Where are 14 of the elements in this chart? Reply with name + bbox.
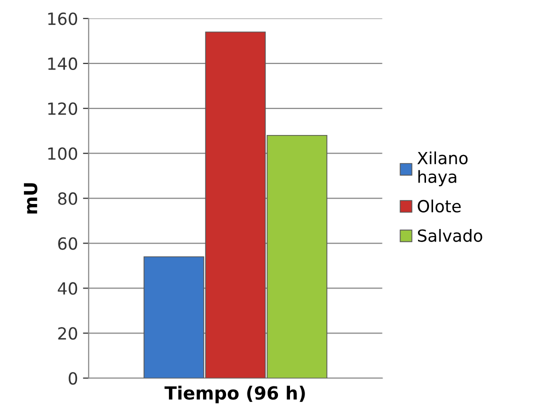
legend-label: Xilano haya [417, 151, 468, 186]
y-tick-label: 60 [58, 237, 78, 250]
y-tick-label: 120 [48, 102, 78, 115]
y-tick-label: 100 [48, 147, 78, 160]
legend-label: Salvado [418, 229, 482, 242]
x-axis-title: Tiempo (96 h) [164, 386, 305, 404]
y-tick-label: 20 [58, 327, 78, 340]
y-tick-label: 160 [48, 12, 78, 26]
y-axis-title: mU [24, 183, 38, 214]
legend-label: Olote [418, 200, 461, 212]
y-tick-label: 40 [58, 282, 78, 295]
y-tick-label: 0 [68, 372, 78, 385]
y-tick-label: 80 [58, 192, 78, 205]
y-tick-label: 140 [48, 57, 78, 70]
